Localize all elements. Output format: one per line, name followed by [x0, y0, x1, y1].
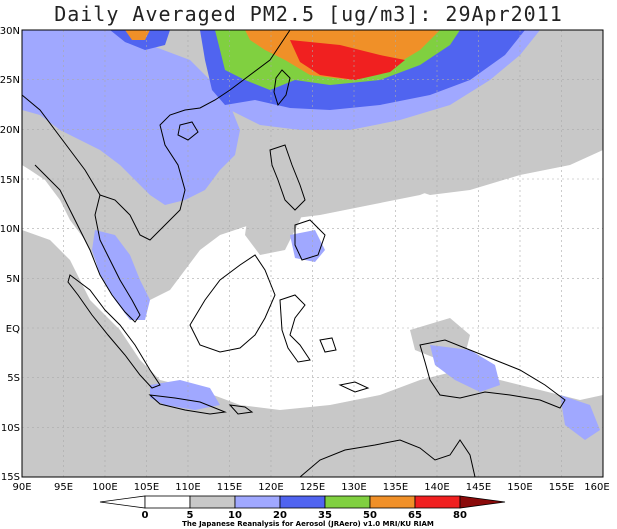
colorbar-label: 80 — [453, 510, 467, 521]
lon-label: 125E — [300, 482, 325, 493]
colorbar-segment — [144, 495, 191, 509]
colorbar-segment — [369, 495, 416, 509]
lon-label: 150E — [507, 482, 532, 493]
lat-label: 5N — [6, 274, 20, 285]
colorbar-high-arrow — [459, 495, 506, 509]
lat-label: 5S — [7, 373, 20, 384]
lon-label: 90E — [12, 482, 31, 493]
colorbar: 0 5 10 20 35 50 65 80 — [99, 495, 506, 521]
longitude-labels: 90E 95E 100E 105E 110E 115E 120E 125E 13… — [12, 482, 609, 493]
lat-label: 20N — [0, 125, 20, 136]
pm25-10-20-region — [22, 30, 240, 205]
lon-label: 100E — [92, 482, 117, 493]
lon-label: 105E — [134, 482, 159, 493]
pm25-10-20-region — [560, 395, 600, 440]
lat-label: 30N — [0, 26, 20, 37]
lon-label: 145E — [466, 482, 491, 493]
pm25-10-20-region — [430, 345, 500, 392]
lon-label: 115E — [217, 482, 242, 493]
colorbar-segment — [234, 495, 281, 509]
latitude-labels: 30N 25N 20N 15N 10N 5N EQ 5S 10S 15S — [0, 26, 20, 483]
lon-label: 120E — [258, 482, 283, 493]
map-title: Daily Averaged PM2.5 [ug/m3]: 29Apr2011 — [54, 2, 563, 26]
colorbar-label: 20 — [273, 510, 287, 521]
lon-label: 140E — [424, 482, 449, 493]
lon-label: 95E — [54, 482, 73, 493]
lon-label: 160E — [584, 482, 609, 493]
lat-label: EQ — [6, 324, 20, 335]
pm25-5-10-region — [22, 230, 603, 477]
colorbar-label: 5 — [187, 510, 194, 521]
pm25-5-10-region — [375, 95, 603, 195]
colorbar-label: 50 — [363, 510, 377, 521]
colorbar-label: 65 — [408, 510, 422, 521]
lon-label: 155E — [549, 482, 574, 493]
lat-label: 15N — [0, 175, 20, 186]
colorbar-low-arrow — [99, 495, 146, 509]
lat-label: 10S — [1, 423, 20, 434]
lat-label: 10N — [0, 224, 20, 235]
coastlines — [21, 29, 566, 478]
colorbar-segment — [189, 495, 236, 509]
lon-label: 135E — [383, 482, 408, 493]
colorbar-label: 10 — [228, 510, 242, 521]
lon-label: 110E — [175, 482, 200, 493]
pm25-50-65-region — [125, 30, 150, 40]
colorbar-label: 0 — [142, 510, 149, 521]
lon-label: 130E — [341, 482, 366, 493]
lat-label: 25N — [0, 75, 20, 86]
colorbar-segment — [279, 495, 326, 509]
colorbar-segment — [324, 495, 371, 509]
map-frame — [21, 29, 604, 478]
credit-text: The Japanese Reanalysis for Aerosol (JRA… — [182, 520, 434, 528]
colorbar-label: 35 — [318, 510, 332, 521]
colorbar-segment — [414, 495, 461, 509]
lat-label: 15S — [1, 472, 20, 483]
pm25-65-80-region — [290, 40, 405, 80]
